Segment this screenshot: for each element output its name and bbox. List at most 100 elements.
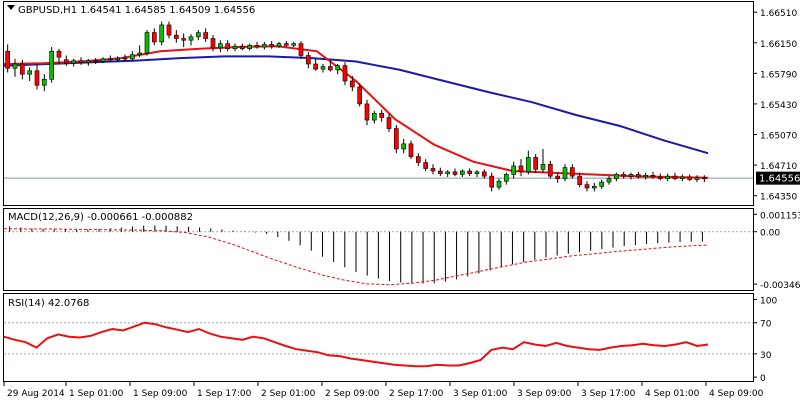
candle-body [570,167,575,177]
candle [621,171,626,179]
candle [34,64,40,90]
candle-body [702,177,707,180]
candle-body [100,58,106,62]
candle [386,114,392,132]
candle [350,75,355,92]
candle [320,64,326,73]
candle [130,51,135,61]
candle-body [562,167,568,179]
candle-body [577,175,582,185]
main-chart-header: GBPUSD,H1 1.64541 1.64585 1.64509 1.6455… [18,5,255,16]
candle-body [430,168,436,172]
time-tick-label: 2 Sep 09:00 [325,389,380,399]
candle [650,171,656,179]
candle [592,182,597,192]
candle-body [540,163,546,170]
candle-body [159,24,164,43]
candle [64,55,69,66]
candle-body [225,43,230,50]
price-tick-label: 1.65430 [760,101,797,111]
candle [372,110,377,124]
candle-body [49,50,54,80]
candle-body [533,157,538,170]
candle [694,175,700,183]
candle [504,172,509,185]
candle-body [555,175,560,179]
candle [306,52,311,69]
time-tick-label: 2 Sep 17:00 [389,389,444,399]
time-tick-label: 2 Sep 01:00 [261,389,316,399]
candle-body [665,175,670,179]
rsi-panel[interactable] [3,293,754,382]
candle [467,168,472,177]
time-tick-label: 1 Sep 01:00 [69,389,124,399]
macd-signal-line [3,228,709,286]
candle [225,40,230,52]
candle [328,60,333,72]
candle [482,169,487,179]
candle-body [599,181,604,187]
candle [474,170,480,177]
candle [122,54,128,62]
candle [284,41,289,48]
candle [42,74,47,92]
candle-body [342,65,348,82]
macd-tick-label: -0.003463 [760,281,800,291]
time-tick-label: 4 Sep 01:00 [645,389,700,399]
candle [518,159,524,177]
candle [526,150,531,175]
candle-body [496,180,502,188]
candle [702,175,707,183]
candle-body [614,174,619,179]
candle [680,174,685,182]
current-price-badge [756,171,800,185]
candle [313,58,318,71]
macd-tick-label: 0.00 [760,229,780,239]
candle-body [650,174,656,178]
rsi-header: RSI(14) 42.0768 [8,298,89,309]
candle [460,169,465,177]
candle-body [423,162,428,169]
candle [606,176,612,185]
candle [298,41,304,59]
candle [232,43,238,52]
candle [152,28,157,46]
candle-body [584,184,590,189]
candle-body [276,43,282,47]
candle-body [298,43,304,56]
candle [56,48,62,65]
candle-body [680,176,685,179]
candle-body [526,157,531,173]
candle-body [93,60,98,62]
macd-series [3,225,753,286]
candle [423,159,428,172]
candle-body [210,38,216,49]
time-tick-label: 1 Sep 17:00 [197,389,252,399]
candle-body [188,36,194,41]
price-tick-label: 1.64350 [760,193,797,203]
fast-moving-average-line [3,45,709,179]
candle [254,41,260,49]
price-tick-label: 1.66150 [760,40,797,50]
macd-header: MACD(12,26,9) -0.000661 -0.000882 [8,212,193,223]
candle-body [269,44,274,47]
candle-body [504,174,509,182]
symbol-triangle-icon[interactable] [7,5,15,10]
macd-tick-label: 0.001153 [760,211,800,221]
candle [203,28,208,42]
candle-body [460,170,465,175]
candle-body [438,170,443,174]
candle-body [320,66,326,70]
rsi-tick-label: 0 [760,374,766,384]
candle [452,168,458,177]
candle [643,172,648,180]
slow-moving-average-line [3,55,709,155]
candle [78,57,84,65]
candle [12,58,18,77]
candle [71,58,76,67]
candle-body [416,156,421,163]
candle [658,173,663,181]
candle-body [452,171,458,175]
candle-body [672,175,678,179]
